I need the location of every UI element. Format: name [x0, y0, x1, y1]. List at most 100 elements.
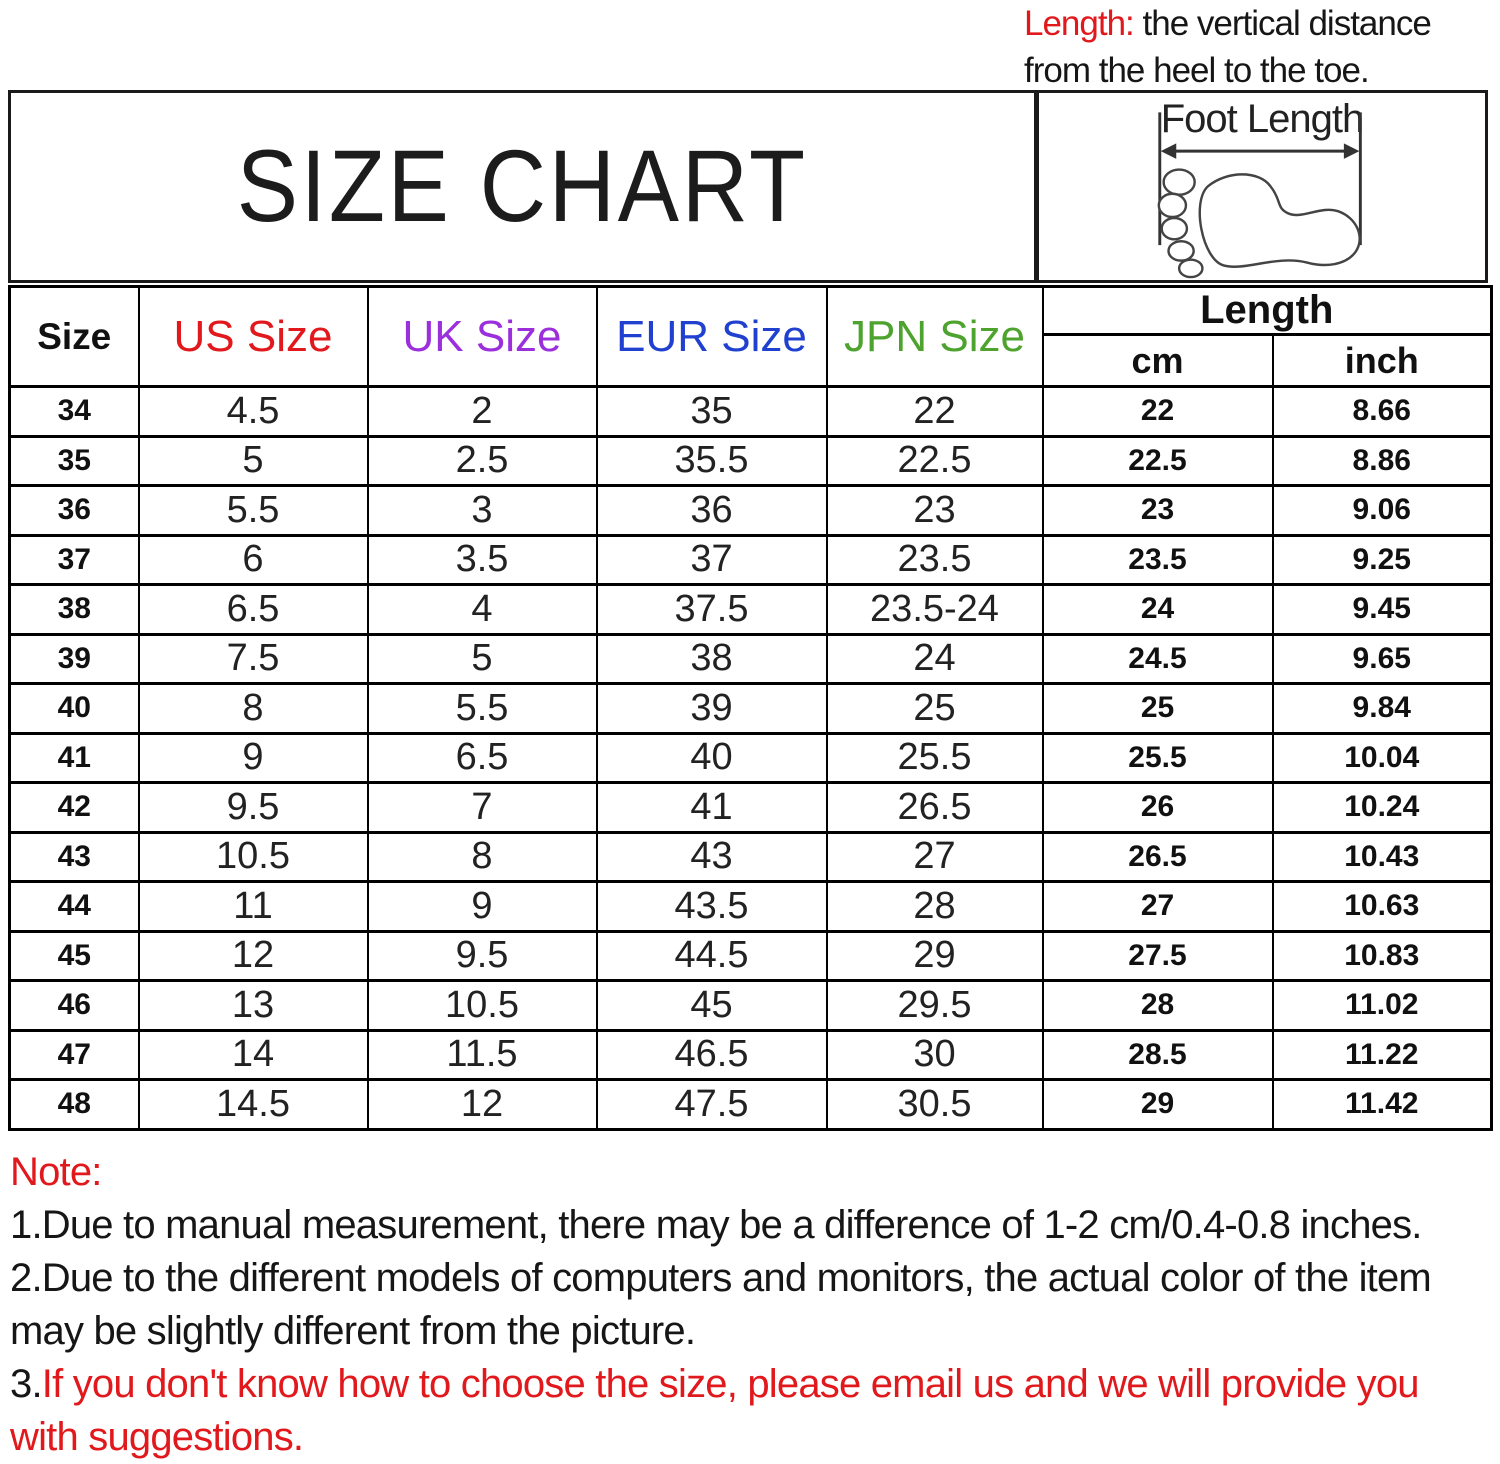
cell-cm: 26.5	[1041, 830, 1274, 883]
cell-us: 6.5	[137, 583, 369, 636]
cell-eur: 39	[595, 682, 828, 735]
cell-eur: 37.5	[595, 583, 828, 636]
cell-size: 45	[8, 929, 140, 982]
cell-size: 34	[8, 385, 140, 438]
cell-eur: 44.5	[595, 929, 828, 982]
cell-us: 9.5	[137, 781, 369, 834]
cell-inch: 10.43	[1271, 830, 1493, 883]
column-header-cm: cm	[1041, 333, 1274, 388]
cell-eur: 43	[595, 830, 828, 883]
cell-us: 6	[137, 533, 369, 586]
cell-eur: 36	[595, 484, 828, 537]
cell-eur: 46.5	[595, 1028, 828, 1081]
cell-uk: 9.5	[366, 929, 598, 982]
column-header-eur-size: EUR Size	[595, 285, 828, 388]
cell-cm: 28.5	[1041, 1028, 1274, 1081]
cell-cm: 23.5	[1041, 533, 1274, 586]
cell-us: 7.5	[137, 632, 369, 685]
cell-jpn: 22.5	[825, 434, 1044, 487]
cell-eur: 35	[595, 385, 828, 438]
cell-uk: 5.5	[366, 682, 598, 735]
cell-inch: 8.86	[1271, 434, 1493, 487]
cell-uk: 3.5	[366, 533, 598, 586]
table-row: 44 11 9 43.5 28 27 10.63	[8, 880, 1493, 933]
cell-jpn: 27	[825, 830, 1044, 883]
table-row: 36 5.5 3 36 23 23 9.06	[8, 484, 1493, 537]
table-row: 42 9.5 7 41 26.5 26 10.24	[8, 781, 1493, 834]
cell-size: 37	[8, 533, 140, 586]
cell-inch: 10.04	[1271, 731, 1493, 784]
cell-size: 44	[8, 880, 140, 933]
cell-inch: 9.25	[1271, 533, 1493, 586]
cell-inch: 9.65	[1271, 632, 1493, 685]
column-header-us-size: US Size	[137, 285, 369, 388]
cell-us: 4.5	[137, 385, 369, 438]
page-title: SIZE CHART	[236, 129, 809, 243]
note-3-line2: with suggestions.	[10, 1415, 304, 1459]
length-definition: Length: the vertical distance from the h…	[1024, 0, 1500, 94]
cell-eur: 41	[595, 781, 828, 834]
cell-size: 40	[8, 682, 140, 735]
table-row: 37 6 3.5 37 23.5 23.5 9.25	[8, 533, 1493, 586]
cell-inch: 8.66	[1271, 385, 1493, 438]
cell-cm: 23	[1041, 484, 1274, 537]
cell-inch: 9.06	[1271, 484, 1493, 537]
cell-uk: 12	[366, 1078, 598, 1131]
cell-cm: 24	[1041, 583, 1274, 636]
cell-inch: 11.42	[1271, 1078, 1493, 1131]
cell-jpn: 30.5	[825, 1078, 1044, 1131]
cell-uk: 3	[366, 484, 598, 537]
length-definition-text-line1: the vertical distance	[1133, 4, 1432, 43]
size-table-body: 34 4.5 2 35 22 22 8.66 35 5 2.5 35.5 22.5 22.5 8.86 36…	[8, 385, 1493, 1131]
cell-eur: 43.5	[595, 880, 828, 933]
cell-jpn: 23	[825, 484, 1044, 537]
column-header-uk-size: UK Size	[366, 285, 598, 388]
cell-us: 14	[137, 1028, 369, 1081]
table-row: 35 5 2.5 35.5 22.5 22.5 8.86	[8, 434, 1493, 487]
cell-us: 13	[137, 979, 369, 1032]
cell-uk: 2	[366, 385, 598, 438]
cell-cm: 22	[1041, 385, 1274, 438]
cell-jpn: 29.5	[825, 979, 1044, 1032]
cell-inch: 10.83	[1271, 929, 1493, 982]
table-row: 48 14.5 12 47.5 30.5 29 11.42	[8, 1078, 1493, 1131]
note-3-text: If you don't know how to choose the size…	[41, 1362, 1420, 1406]
cell-uk: 9	[366, 880, 598, 933]
cell-cm: 27.5	[1041, 929, 1274, 982]
cell-uk: 4	[366, 583, 598, 636]
cell-cm: 28	[1041, 979, 1274, 1032]
notes-section: Note: 1.Due to manual measurement, there…	[10, 1146, 1498, 1464]
note-2-line1: 2.Due to the different models of compute…	[10, 1256, 1432, 1300]
cell-us: 12	[137, 929, 369, 982]
cell-jpn: 26.5	[825, 781, 1044, 834]
cell-size: 39	[8, 632, 140, 685]
cell-us: 9	[137, 731, 369, 784]
size-table: Size US Size UK Size EUR Size JPN Size L…	[8, 285, 1493, 1131]
foot-measurement-icon	[1157, 112, 1362, 279]
size-chart-title-box: SIZE CHART	[8, 90, 1037, 283]
table-row: 43 10.5 8 43 27 26.5 10.43	[8, 830, 1493, 883]
cell-eur: 38	[595, 632, 828, 685]
table-row: 41 9 6.5 40 25.5 25.5 10.04	[8, 731, 1493, 784]
cell-eur: 47.5	[595, 1078, 828, 1131]
cell-inch: 10.24	[1271, 781, 1493, 834]
cell-jpn: 28	[825, 880, 1044, 933]
cell-inch: 9.84	[1271, 682, 1493, 735]
cell-cm: 26	[1041, 781, 1274, 834]
cell-jpn: 25	[825, 682, 1044, 735]
cell-eur: 45	[595, 979, 828, 1032]
cell-cm: 22.5	[1041, 434, 1274, 487]
foot-diagram-box: Foot Length	[1037, 90, 1488, 283]
column-header-size: Size	[8, 285, 140, 388]
cell-eur: 35.5	[595, 434, 828, 487]
cell-size: 47	[8, 1028, 140, 1081]
cell-uk: 10.5	[366, 979, 598, 1032]
cell-us: 10.5	[137, 830, 369, 883]
cell-uk: 8	[366, 830, 598, 883]
cell-size: 43	[8, 830, 140, 883]
cell-us: 11	[137, 880, 369, 933]
cell-size: 48	[8, 1078, 140, 1131]
foot-length-label: Foot Length	[1160, 97, 1365, 141]
cell-us: 5.5	[137, 484, 369, 537]
cell-jpn: 29	[825, 929, 1044, 982]
